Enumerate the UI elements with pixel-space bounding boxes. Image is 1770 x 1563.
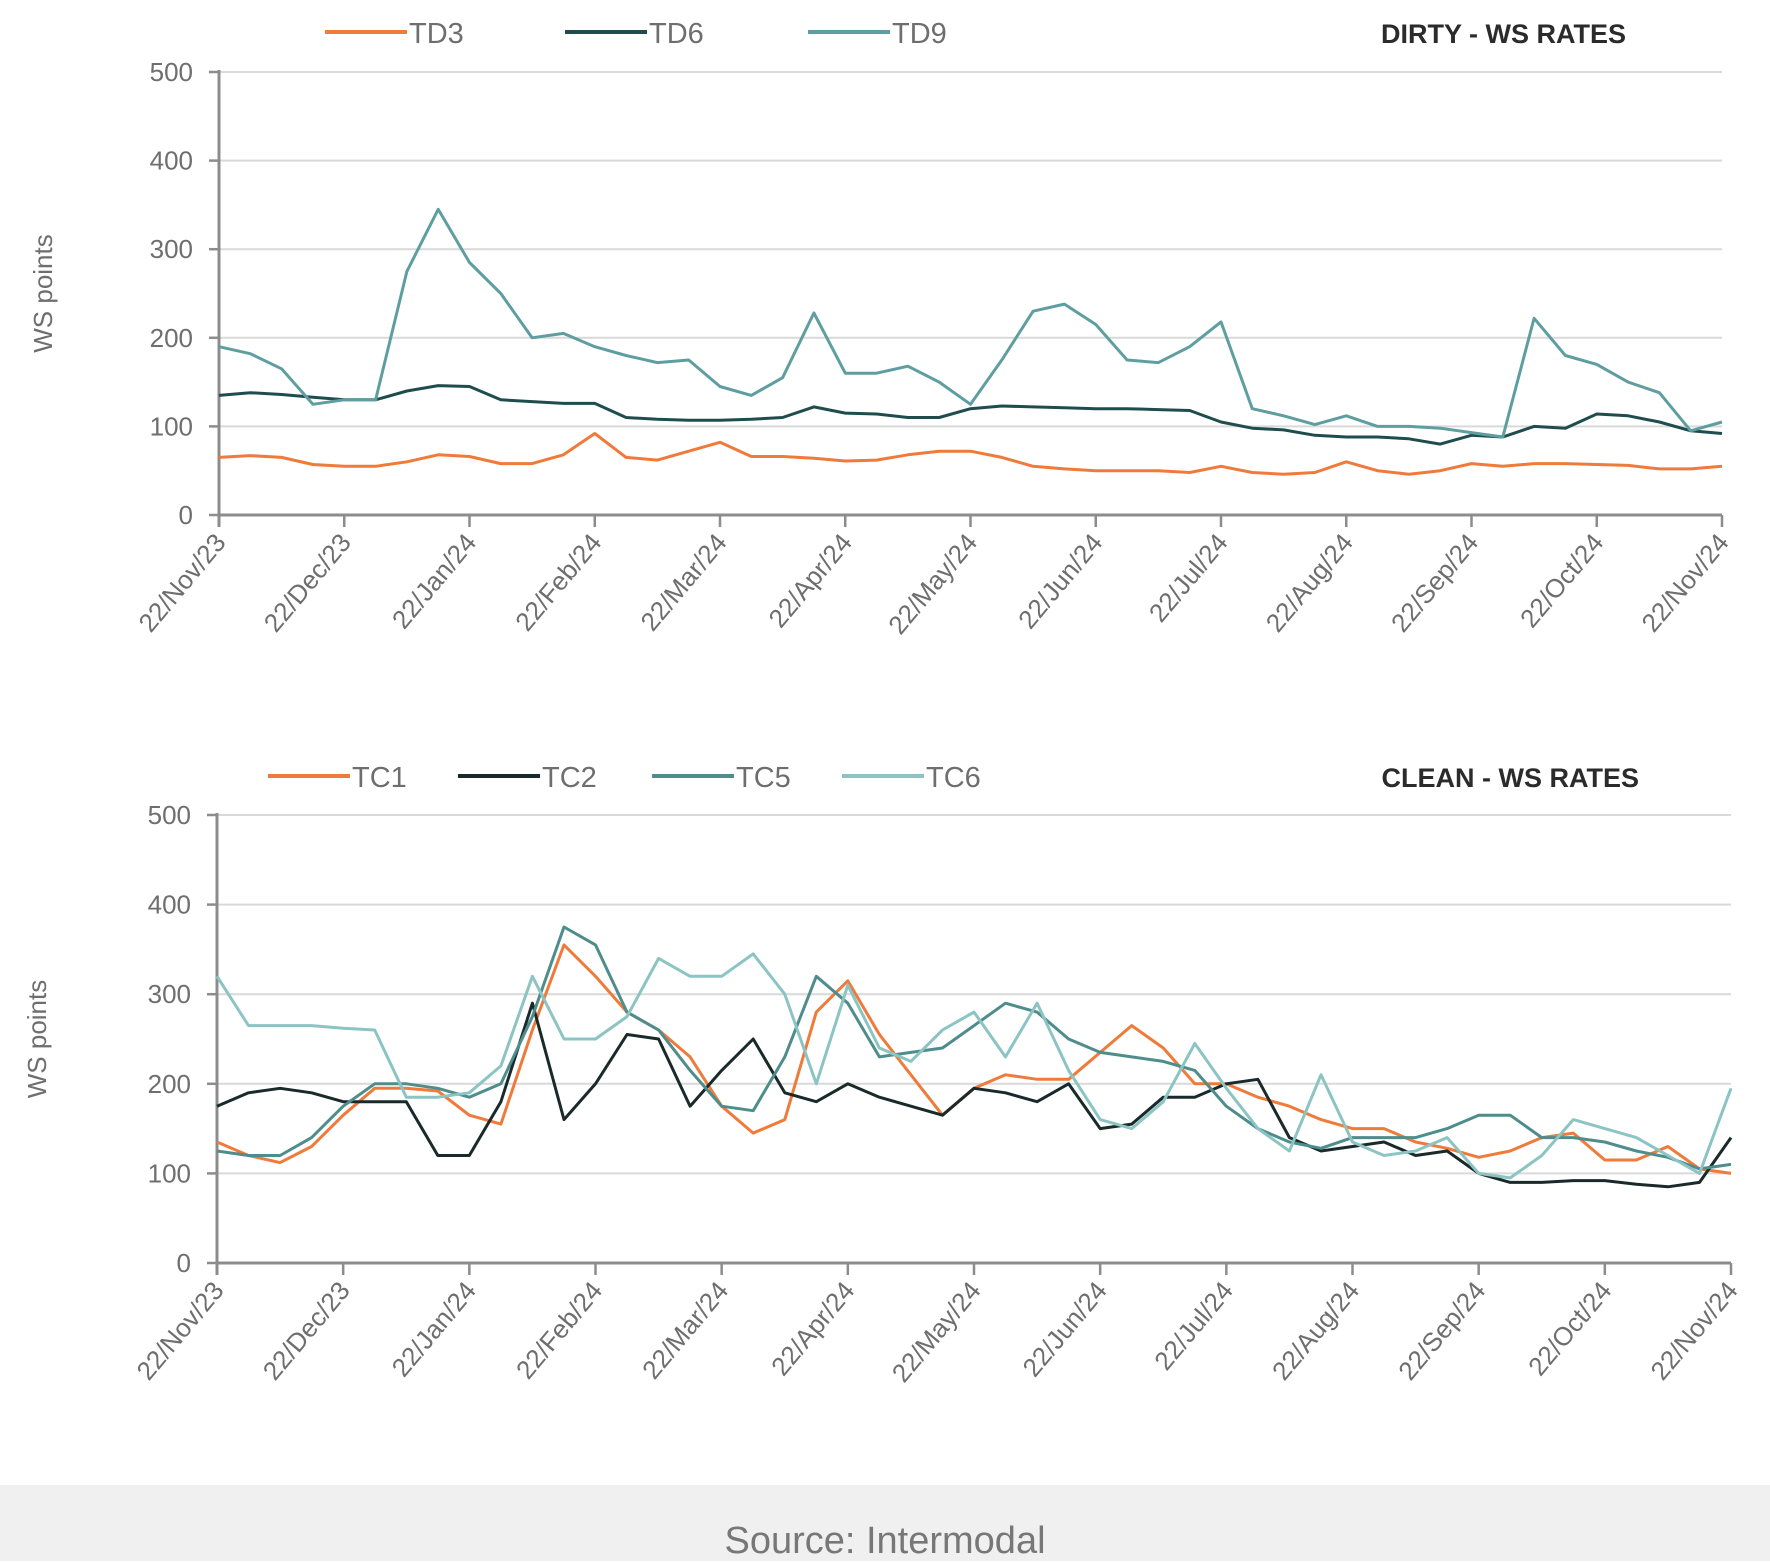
chart-title: CLEAN - WS RATES <box>1382 763 1640 793</box>
y-tick-label: 200 <box>150 323 193 353</box>
x-tick-label: 22/Aug/24 <box>1260 528 1359 638</box>
x-tick-label: 22/Feb/24 <box>509 528 607 637</box>
legend-label-tc6: TC6 <box>926 762 981 794</box>
legend-label-td3: TD3 <box>409 18 464 50</box>
chart-dirty: 0 100 200 300 400 500 WS points 22/Nov/23 22/Dec… <box>28 18 1735 640</box>
y-tick-label: 500 <box>150 57 193 87</box>
x-tick-label: 22/Feb/24 <box>510 1276 608 1385</box>
y-tick-label: 0 <box>177 1248 191 1278</box>
x-tick-label: 22/May/24 <box>882 528 983 640</box>
y-tick-label: 100 <box>148 1158 191 1188</box>
chart-clean: 0 100 200 300 400 500 WS points 22/Nov/23 22/Dec… <box>22 762 1744 1388</box>
y-tick-label: 200 <box>148 1069 191 1099</box>
y-axis-label: WS points <box>22 980 52 1099</box>
x-tick-label: 22/Apr/24 <box>762 528 857 634</box>
x-tick-label: 22/Apr/24 <box>765 1276 860 1382</box>
x-tick-label: 22/Mar/24 <box>634 528 732 637</box>
y-tick-label: 100 <box>150 411 193 441</box>
legend-label-td9: TD9 <box>892 18 947 50</box>
x-tick-label: 22/Jul/24 <box>1143 528 1234 628</box>
x-tick-label: 22/Nov/24 <box>1635 528 1734 638</box>
y-tick-label: 300 <box>150 234 193 264</box>
x-tick-label: 22/Nov/23 <box>132 528 231 638</box>
x-tick-label: 22/Oct/24 <box>1522 1276 1617 1382</box>
source-footer: Source: Intermodal <box>0 1485 1770 1562</box>
x-tick-label: 22/Dec/23 <box>257 1276 356 1386</box>
series-line-tc1 <box>216 943 1732 1175</box>
x-tick-label: 22/Jan/24 <box>386 1276 482 1383</box>
y-tick-label: 500 <box>148 800 191 830</box>
y-tick-label: 300 <box>148 979 191 1009</box>
chart-title: DIRTY - WS RATES <box>1381 19 1626 49</box>
legend-label-tc1: TC1 <box>352 762 407 794</box>
series-line-td6 <box>218 384 1723 446</box>
charts-canvas: 0 100 200 300 400 500 WS points 22/Nov/23 22/Dec… <box>22 18 1744 1388</box>
source-text: Source: Intermodal <box>724 1520 1046 1562</box>
x-tick-label: 22/Aug/24 <box>1266 1276 1365 1386</box>
y-tick-label: 0 <box>179 500 193 530</box>
x-tick-label: 22/Sep/24 <box>1385 528 1484 638</box>
x-tick-label: 22/Nov/24 <box>1644 1276 1743 1386</box>
series-line-td3 <box>218 432 1723 476</box>
x-tick-label: 22/Jun/24 <box>1012 528 1108 635</box>
y-tick-label: 400 <box>148 890 191 920</box>
x-tick-label: 22/Jan/24 <box>386 528 482 635</box>
x-tick-label: 22/Jun/24 <box>1016 1276 1112 1383</box>
y-axis-label: WS points <box>28 234 58 353</box>
series-line-tc5 <box>216 925 1732 1171</box>
legend-label-td6: TD6 <box>649 18 704 50</box>
x-tick-label: 22/Mar/24 <box>636 1276 734 1385</box>
x-tick-label: 22/Oct/24 <box>1514 528 1609 634</box>
x-tick-label: 22/Dec/23 <box>258 528 357 638</box>
legend-label-tc2: TC2 <box>542 762 597 794</box>
legend-label-tc5: TC5 <box>736 762 791 794</box>
x-tick-label: 22/May/24 <box>886 1276 987 1388</box>
x-tick-label: 22/Sep/24 <box>1392 1276 1491 1386</box>
series-line-tc6 <box>215 952 1733 1180</box>
series-line-td9 <box>218 207 1723 439</box>
x-tick-label: 22/Nov/23 <box>130 1276 229 1386</box>
y-tick-label: 400 <box>150 146 193 176</box>
x-tick-label: 22/Jul/24 <box>1148 1276 1239 1376</box>
